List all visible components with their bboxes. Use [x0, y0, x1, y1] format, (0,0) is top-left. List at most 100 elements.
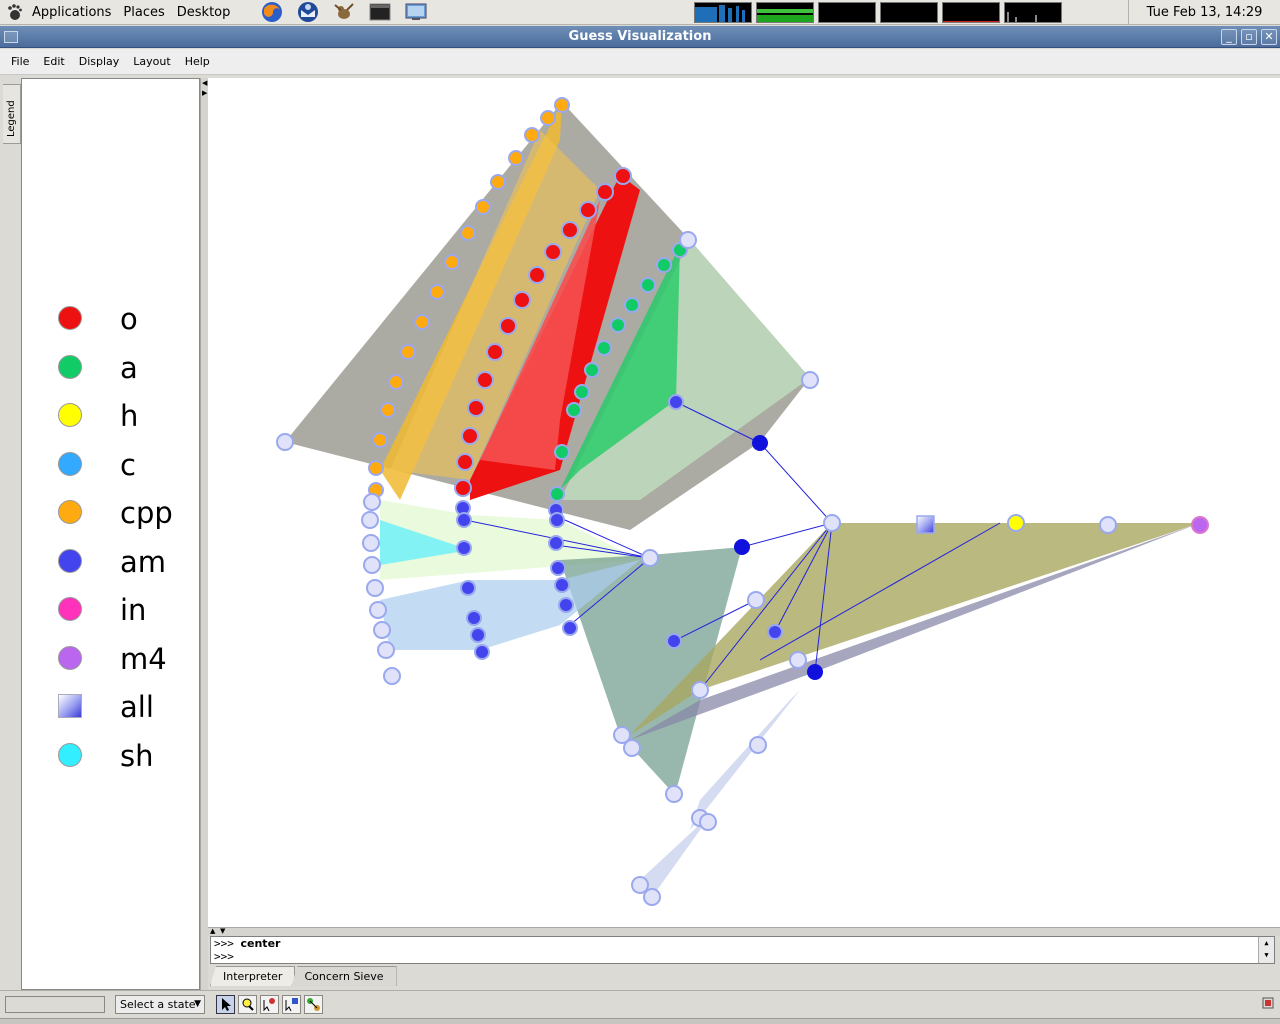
applications-menu[interactable]: Applications: [32, 4, 112, 20]
menu-edit[interactable]: Edit: [43, 55, 65, 68]
cpu-monitor: [694, 2, 752, 23]
resize-grip-icon[interactable]: [1262, 997, 1274, 1009]
status-field: [5, 996, 105, 1013]
interpreter-console[interactable]: >>> center >>> ▲ ▼: [210, 936, 1275, 964]
o-nodes: [454, 167, 632, 497]
console-line: >>> center: [214, 937, 281, 950]
legend-swatch: [58, 694, 82, 718]
h-node: [1007, 514, 1025, 532]
gimp-icon[interactable]: [332, 1, 356, 23]
memory-monitor: [756, 2, 814, 23]
menu-layout[interactable]: Layout: [133, 55, 171, 68]
legend-swatch: [58, 743, 82, 767]
terminal-icon[interactable]: [368, 1, 392, 23]
window-menu-icon[interactable]: [4, 31, 18, 43]
legend-item-cpp: cpp: [22, 496, 200, 540]
legend-swatch: [58, 403, 82, 427]
select-tool-icon[interactable]: [282, 995, 301, 1014]
a-nodes: [549, 242, 688, 502]
legend-item-m4: m4: [22, 642, 200, 686]
legend-swatch: [58, 306, 82, 330]
legend-tab-label: Legend: [6, 100, 17, 137]
am-dark-nodes: [734, 435, 823, 680]
link-tool-icon[interactable]: [304, 995, 323, 1014]
legend-label: m4: [120, 642, 167, 676]
top-panel: Applications Places Desktop Tue Feb 13, …: [0, 0, 1280, 25]
expand-down-icon[interactable]: ▼: [220, 927, 226, 935]
node-edit-tool-icon[interactable]: [260, 995, 279, 1014]
system-monitor: [694, 2, 1062, 23]
window-titlebar[interactable]: Guess Visualization _ ▫ ✕: [0, 26, 1280, 48]
console-splitter[interactable]: ▲ ▼: [208, 927, 1280, 936]
menu-help[interactable]: Help: [184, 55, 210, 68]
disk-monitor: [1004, 2, 1062, 23]
swap-monitor: [880, 2, 938, 23]
console-line[interactable]: >>>: [214, 950, 234, 963]
window-title: Guess Visualization: [568, 29, 712, 44]
app-menubar: File Edit Display Layout Help: [0, 49, 1280, 75]
tab-interpreter[interactable]: Interpreter: [210, 966, 296, 986]
legend-label: a: [120, 351, 138, 385]
console-command: center: [240, 937, 281, 950]
legend-label: all: [120, 690, 154, 724]
remote-desktop-icon[interactable]: [404, 1, 428, 23]
firefox-icon[interactable]: [260, 1, 284, 23]
close-icon[interactable]: ✕: [1261, 29, 1277, 45]
pointer-tool-icon[interactable]: [216, 995, 235, 1014]
legend-label: o: [120, 302, 138, 336]
legend-label: am: [120, 545, 167, 579]
m4-node: [1191, 516, 1209, 534]
graph-canvas[interactable]: [208, 78, 1280, 928]
legend-swatch: [58, 646, 82, 670]
legend-label: cpp: [120, 496, 173, 530]
status-bar: Select a state ▼: [0, 990, 1280, 1018]
legend-label: sh: [120, 739, 154, 773]
gnome-foot-icon[interactable]: [6, 3, 24, 21]
network-graph[interactable]: [208, 78, 1280, 928]
legend-swatch: [58, 500, 82, 524]
maximize-icon[interactable]: ▫: [1241, 29, 1257, 45]
chevron-down-icon: ▼: [194, 999, 201, 1009]
desktop-menu[interactable]: Desktop: [176, 4, 231, 20]
tab-concern-sieve[interactable]: Concern Sieve: [291, 966, 397, 986]
legend-item-all: all: [22, 690, 200, 734]
cpp-nodes: [368, 97, 570, 498]
legend-item-am: am: [22, 545, 200, 589]
legend-splitter[interactable]: ◀ ▶: [200, 78, 208, 990]
expand-right-icon[interactable]: ▶: [202, 89, 208, 97]
zoom-tool-icon[interactable]: [238, 995, 257, 1014]
all-node: [916, 515, 935, 534]
menu-display[interactable]: Display: [78, 55, 120, 68]
legend-swatch: [58, 549, 82, 573]
collapse-up-icon[interactable]: ▲: [210, 927, 216, 935]
legend-label: in: [120, 593, 147, 627]
legend-item-o: o: [22, 302, 200, 346]
legend-label: c: [120, 448, 136, 482]
bottom-tabs: Interpreter Concern Sieve: [210, 966, 397, 986]
places-menu[interactable]: Places: [123, 4, 165, 20]
legend-swatch: [58, 452, 82, 476]
legend-swatch: [58, 597, 82, 621]
legend-item-h: h: [22, 399, 200, 443]
menu-file[interactable]: File: [11, 55, 30, 68]
legend-item-sh: sh: [22, 739, 200, 783]
other-nodes: [276, 231, 1117, 906]
console-scrollbar[interactable]: ▲ ▼: [1258, 937, 1274, 963]
legend-item-a: a: [22, 351, 200, 395]
load-monitor: [942, 2, 1000, 23]
collapse-left-icon[interactable]: ◀: [202, 79, 208, 87]
legend-tab[interactable]: Legend: [3, 84, 21, 144]
taskbar-strip: [0, 1018, 1280, 1024]
state-select[interactable]: Select a state ▼: [115, 995, 205, 1014]
legend-item-in: in: [22, 593, 200, 637]
edge-bundles: [380, 102, 800, 900]
legend-item-c: c: [22, 448, 200, 492]
thunderbird-icon[interactable]: [296, 1, 320, 23]
panel-clock[interactable]: Tue Feb 13, 14:29: [1128, 0, 1280, 25]
state-select-value: Select a state: [120, 998, 196, 1011]
minimize-icon[interactable]: _: [1221, 29, 1237, 45]
legend-label: h: [120, 399, 139, 433]
network-monitor: [818, 2, 876, 23]
legend-panel: o a h c cpp am in m4 all sh: [21, 78, 200, 990]
legend-swatch: [58, 355, 82, 379]
